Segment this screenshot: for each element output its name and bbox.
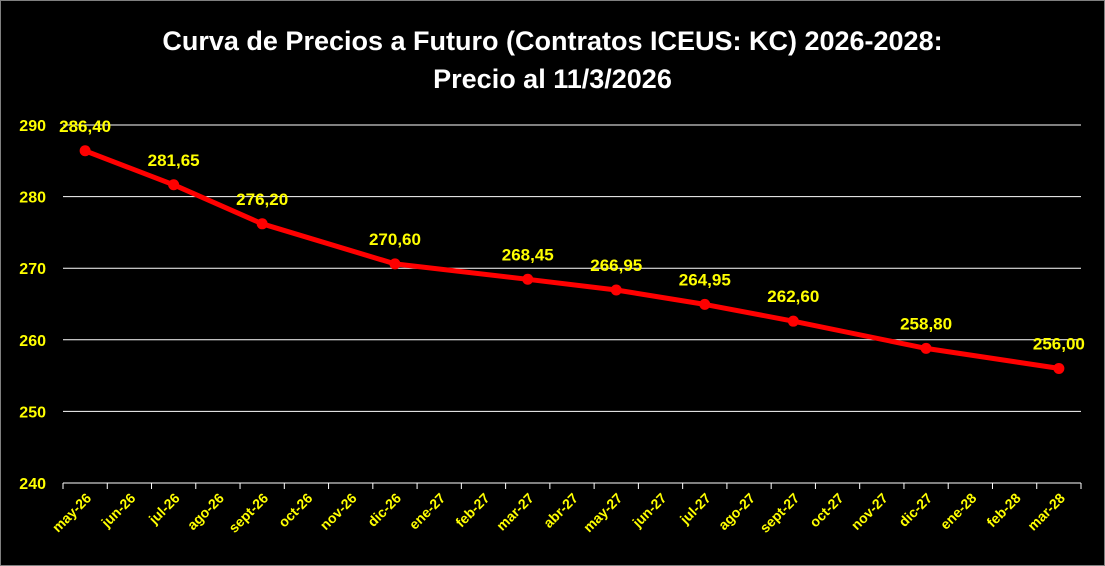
x-tick-label: may-27	[580, 490, 626, 536]
y-tick-label: 280	[19, 190, 46, 207]
data-label: 268,45	[502, 245, 554, 264]
chart-title-line2: Precio al 11/3/2026	[433, 64, 672, 94]
x-tick-label: oct-27	[806, 490, 847, 531]
gridlines	[63, 124, 1081, 412]
y-tick-label: 270	[19, 261, 46, 278]
data-label: 276,20	[236, 190, 288, 209]
x-tick-label: dic-27	[895, 490, 935, 530]
data-point-marker	[168, 179, 180, 191]
data-point-marker	[787, 315, 799, 327]
data-point-marker	[79, 145, 91, 157]
chart-title: Curva de Precios a Futuro (Contratos ICE…	[0, 22, 1105, 98]
x-tick-label: jun-26	[97, 490, 138, 531]
x-tick-label: dic-26	[364, 490, 404, 530]
x-tick-label: abr-27	[540, 490, 581, 531]
data-point-marker	[920, 342, 932, 354]
x-tick-label: ene-27	[406, 490, 449, 533]
x-tick-label: ene-28	[937, 490, 980, 533]
x-tick-label: oct-26	[275, 490, 316, 531]
data-point-marker	[256, 218, 268, 230]
x-tick-label: sept-27	[756, 490, 802, 536]
series-line	[79, 145, 1065, 374]
series-polyline	[82, 148, 1062, 371]
data-labels: 286,40 281,65 276,20 270,60 268,45 266,95 264,…	[59, 117, 1085, 354]
x-tick-label: may-26	[49, 490, 95, 536]
x-tick-label: nov-27	[848, 490, 891, 533]
data-label: 264,95	[679, 270, 731, 289]
x-tick-label: jun-27	[628, 490, 669, 531]
data-point-marker	[610, 284, 622, 296]
x-tick-label: jul-26	[145, 490, 183, 528]
data-point-marker	[522, 273, 534, 285]
x-tick-label: mar-28	[1024, 490, 1068, 534]
y-tick-label: 250	[19, 404, 46, 421]
x-tick-label: feb-28	[983, 490, 1024, 531]
y-tick-label: 260	[19, 333, 46, 350]
data-point-marker	[389, 258, 401, 270]
data-label: 256,00	[1033, 334, 1085, 353]
x-tick-label: nov-26	[317, 490, 360, 533]
x-tick-label: sept-26	[225, 490, 271, 536]
data-point-marker	[699, 298, 711, 310]
x-tick-label: jul-27	[676, 490, 714, 528]
x-tick-label: feb-27	[452, 490, 493, 531]
x-tick-label: mar-27	[493, 490, 537, 534]
chart-title-line1: Curva de Precios a Futuro (Contratos ICE…	[162, 26, 943, 56]
x-tick-label: ago-27	[715, 490, 758, 533]
y-tick-label: 290	[19, 118, 46, 135]
x-tick-label: ago-26	[184, 490, 227, 533]
data-label: 266,95	[590, 256, 642, 275]
y-axis-ticks: 240 250 260 270 280 290	[19, 118, 46, 493]
data-label: 262,60	[767, 287, 819, 306]
y-tick-label: 240	[19, 476, 46, 493]
data-label: 286,40	[59, 117, 111, 136]
data-label: 258,80	[900, 314, 952, 333]
data-point-marker	[1053, 362, 1065, 374]
data-label: 281,65	[148, 151, 200, 170]
data-label: 270,60	[369, 230, 421, 249]
